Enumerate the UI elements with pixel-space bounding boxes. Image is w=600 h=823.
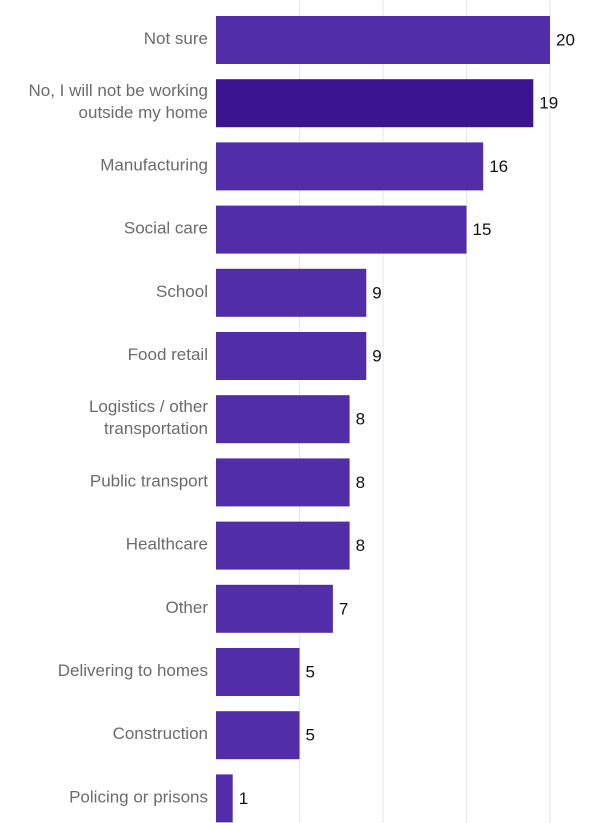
- bars: [216, 16, 550, 823]
- value-label: 15: [473, 220, 492, 239]
- bar: [216, 584, 333, 633]
- value-label: 19: [539, 94, 558, 113]
- bar: [216, 648, 300, 696]
- bar: [216, 332, 367, 380]
- category-label-line: Construction: [113, 725, 208, 744]
- category-label: Manufacturing: [100, 156, 208, 175]
- value-label: 5: [306, 662, 315, 681]
- bar: [216, 521, 350, 570]
- category-label: Food retail: [128, 345, 208, 364]
- bar: [216, 711, 300, 760]
- category-label: Delivering to homes: [58, 661, 208, 680]
- category-label: Logistics / other transportation: [89, 398, 208, 439]
- value-label: 8: [356, 536, 365, 555]
- category-label-line: Delivering to homes: [58, 661, 208, 680]
- bar: [216, 395, 350, 444]
- category-label-line: Healthcare: [126, 535, 208, 554]
- category-label-line: transportation: [104, 420, 208, 439]
- bar: [216, 774, 233, 823]
- category-label-line: Social care: [124, 219, 208, 238]
- value-label: 9: [372, 283, 381, 302]
- category-label-line: Not sure: [144, 29, 208, 48]
- category-label: Construction: [113, 725, 208, 744]
- category-labels: Not sure No, I will not be working outside…: [28, 29, 208, 806]
- value-label: 20: [556, 30, 575, 49]
- category-label: Healthcare: [126, 535, 208, 554]
- category-label: Public transport: [90, 472, 208, 491]
- category-label-line: Policing or prisons: [69, 788, 208, 807]
- category-label-line: Other: [165, 598, 208, 617]
- value-label: 9: [372, 346, 381, 365]
- category-label: Social care: [124, 219, 208, 238]
- category-label-line: Public transport: [90, 472, 208, 491]
- category-label-line: outside my home: [79, 104, 208, 123]
- value-label: 8: [356, 410, 365, 429]
- category-label-line: Manufacturing: [100, 156, 208, 175]
- bar: [216, 79, 534, 128]
- category-label: School: [156, 282, 208, 301]
- category-label: Policing or prisons: [69, 788, 208, 807]
- category-label: Not sure: [144, 29, 208, 48]
- value-label: 8: [356, 473, 365, 492]
- value-label: 1: [239, 789, 248, 808]
- value-label: 5: [306, 726, 315, 745]
- bar: [216, 16, 550, 64]
- value-labels: 20 19 16 15 9 9 8 8 8 7 5 5 1: [239, 30, 575, 807]
- category-label-line: Food retail: [128, 345, 208, 364]
- category-label-line: Logistics / other: [89, 398, 208, 417]
- category-label-line: No, I will not be working: [28, 82, 208, 101]
- category-label-line: School: [156, 282, 208, 301]
- category-label: No, I will not be working outside my home: [28, 82, 208, 123]
- category-label: Other: [165, 598, 208, 617]
- bar: [216, 458, 350, 507]
- bar: [216, 268, 367, 317]
- bar: [216, 205, 467, 254]
- bar: [216, 142, 484, 191]
- value-label: 7: [339, 599, 348, 618]
- value-label: 16: [489, 157, 508, 176]
